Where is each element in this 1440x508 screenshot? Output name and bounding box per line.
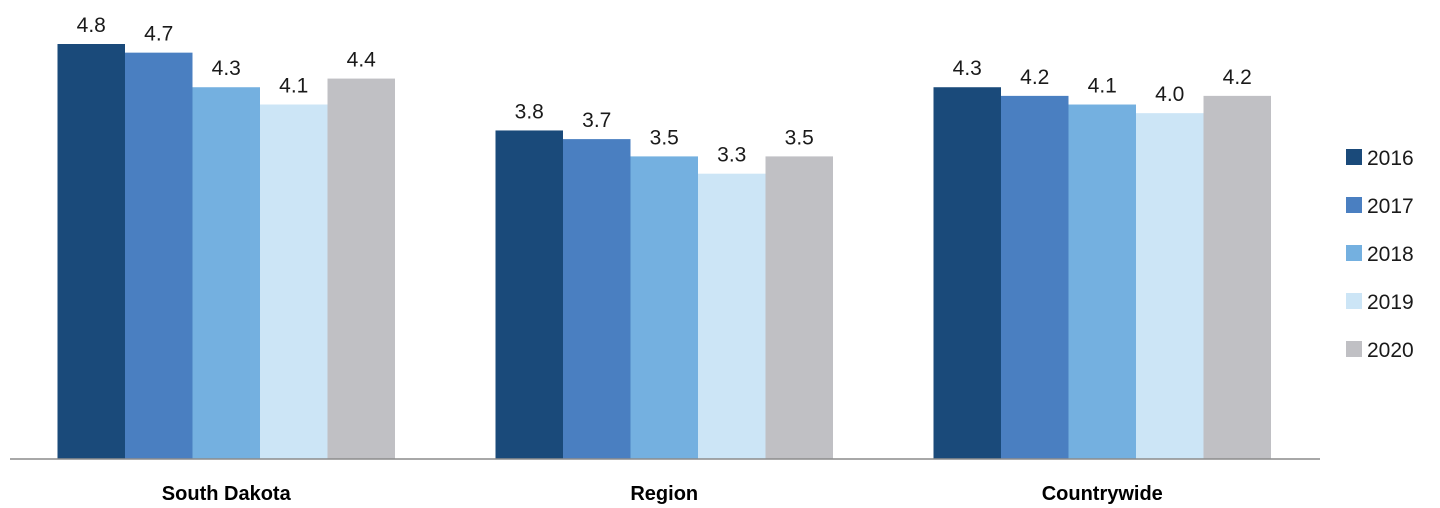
bar-countrywide-2019 — [1136, 113, 1204, 459]
legend-label-2019: 2019 — [1367, 291, 1414, 314]
bar-region-2017 — [563, 139, 631, 459]
category-labels-group: South Dakota Region Countrywide — [162, 483, 1163, 505]
value-label-south-dakota-2016: 4.8 — [77, 14, 106, 37]
value-label-south-dakota-2019: 4.1 — [279, 75, 308, 98]
value-label-region-2019: 3.3 — [717, 144, 746, 167]
category-label-countrywide: Countrywide — [1042, 483, 1163, 505]
value-label-countrywide-2019: 4.0 — [1155, 83, 1184, 106]
value-label-countrywide-2018: 4.1 — [1088, 75, 1117, 98]
value-label-region-2020: 3.5 — [785, 126, 814, 149]
bar-countrywide-2017 — [1001, 96, 1069, 459]
bar-countrywide-2016 — [934, 87, 1002, 459]
bar-south-dakota-2017 — [125, 53, 193, 459]
category-label-region: Region — [630, 483, 698, 505]
legend-label-2020: 2020 — [1367, 339, 1414, 362]
value-label-south-dakota-2020: 4.4 — [347, 49, 377, 72]
bars-group — [58, 44, 1272, 459]
legend-label-2017: 2017 — [1367, 195, 1414, 218]
bar-countrywide-2018 — [1069, 105, 1137, 459]
value-label-south-dakota-2017: 4.7 — [144, 23, 173, 46]
legend-label-2018: 2018 — [1367, 243, 1414, 266]
category-label-south-dakota: South Dakota — [162, 483, 292, 505]
bar-region-2016 — [496, 130, 564, 459]
legend-swatch-2019 — [1346, 293, 1362, 309]
value-label-south-dakota-2018: 4.3 — [212, 57, 241, 80]
bar-region-2020 — [766, 156, 834, 459]
bar-south-dakota-2019 — [260, 105, 328, 459]
bar-south-dakota-2018 — [193, 87, 261, 459]
bar-region-2018 — [631, 156, 699, 459]
bar-region-2019 — [698, 174, 766, 459]
legend-swatch-2018 — [1346, 245, 1362, 261]
bar-countrywide-2020 — [1204, 96, 1272, 459]
value-label-region-2017: 3.7 — [582, 109, 611, 132]
legend-swatch-2016 — [1346, 149, 1362, 165]
value-label-countrywide-2017: 4.2 — [1020, 66, 1049, 89]
legend-swatch-2017 — [1346, 197, 1362, 213]
value-label-region-2018: 3.5 — [650, 126, 679, 149]
legend: 2016 2017 2018 2019 2020 — [1346, 147, 1414, 362]
bar-south-dakota-2020 — [328, 79, 396, 459]
legend-swatch-2020 — [1346, 341, 1362, 357]
legend-label-2016: 2016 — [1367, 147, 1414, 170]
value-label-countrywide-2016: 4.3 — [953, 57, 982, 80]
bar-south-dakota-2016 — [58, 44, 126, 459]
value-label-region-2016: 3.8 — [515, 100, 544, 123]
value-label-countrywide-2020: 4.2 — [1223, 66, 1252, 89]
